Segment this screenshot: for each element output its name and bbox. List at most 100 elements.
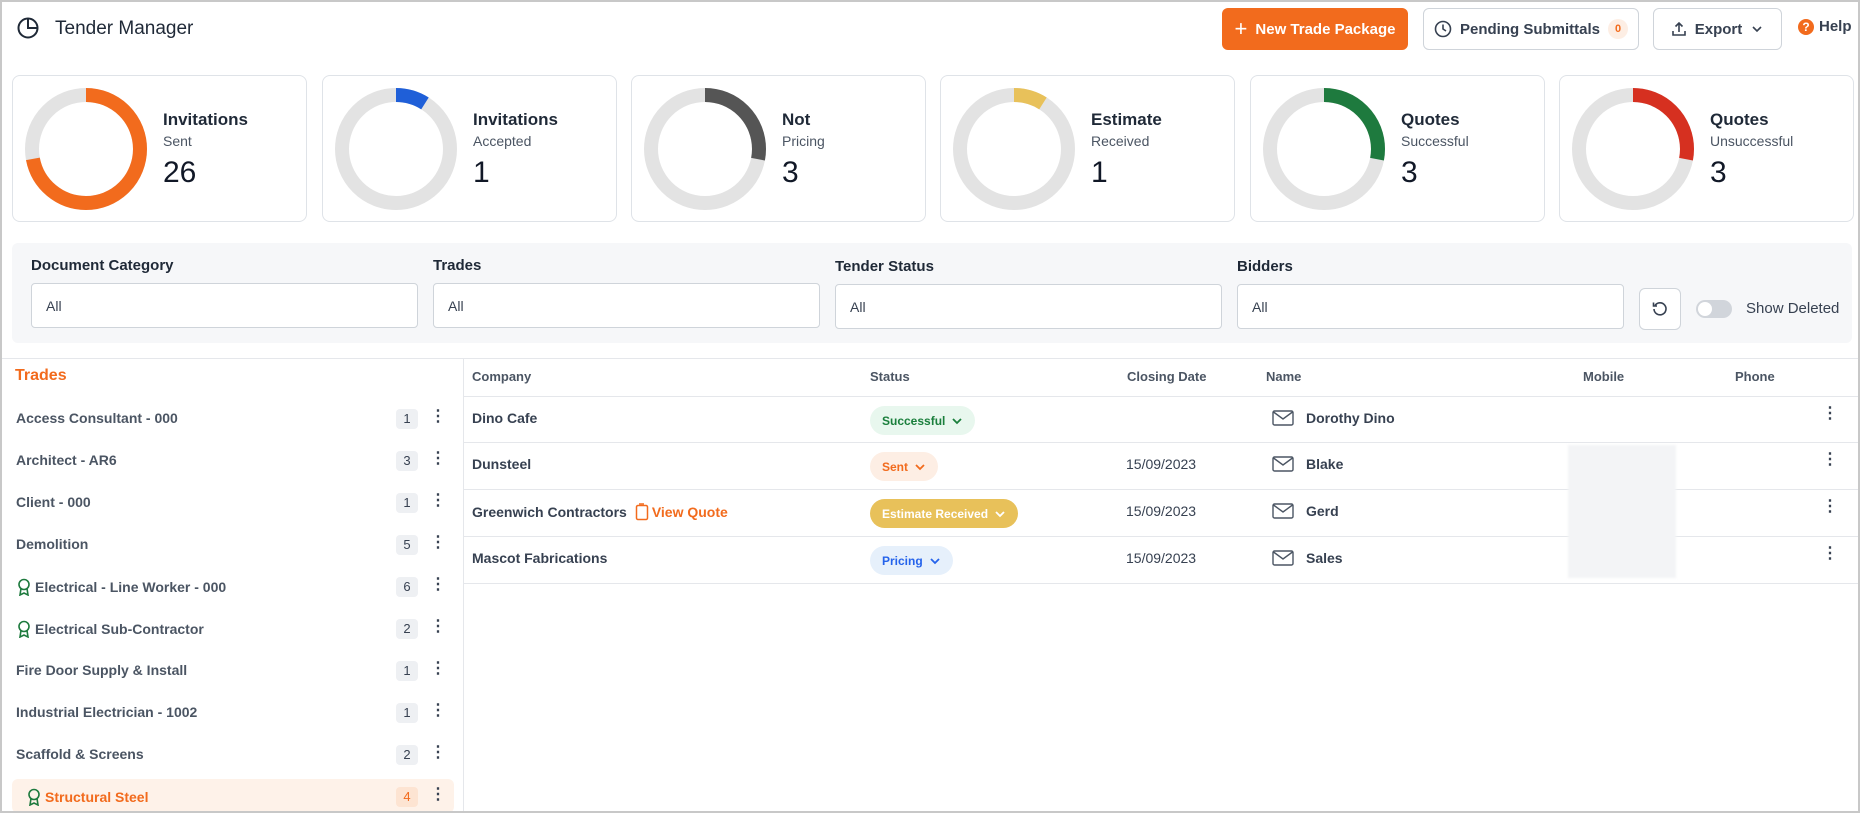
column-header[interactable]: Company (472, 369, 532, 384)
sidebar-trade-item[interactable]: Electrical - Line Worker - 000 6 ⋮ (12, 569, 454, 603)
trade-count-badge: 1 (396, 493, 418, 513)
pie-chart-icon (17, 17, 39, 39)
more-options-icon[interactable]: ⋮ (430, 744, 446, 761)
stat-subtitle: Successful (1401, 133, 1469, 149)
table-row[interactable]: Greenwich Contractors View Quote Estimate … (464, 490, 1858, 537)
mail-icon[interactable] (1272, 550, 1294, 566)
stat-title: Quotes (1401, 110, 1460, 129)
table-row[interactable]: Dunsteel Sent 15/09/2023 Blake ⋮ (464, 443, 1858, 490)
row-options-icon[interactable]: ⋮ (1822, 405, 1838, 422)
trade-count-badge: 1 (396, 409, 418, 429)
reset-filters-button[interactable] (1639, 288, 1681, 330)
sidebar-trade-item[interactable]: Access Consultant - 000 1 ⋮ (12, 401, 454, 435)
sidebar-trade-item[interactable]: Scaffold & Screens 2 ⋮ (12, 737, 454, 771)
trade-label: Electrical - Line Worker - 000 (35, 579, 227, 595)
company-cell: Dino Cafe (472, 410, 537, 426)
trade-label: Architect - AR6 (16, 452, 117, 468)
show-deleted-label: Show Deleted (1746, 300, 1840, 317)
trade-label: Demolition (16, 536, 89, 552)
column-header[interactable]: Status (870, 369, 910, 384)
status-label: Successful (882, 413, 946, 428)
stat-value: 3 (1710, 156, 1727, 189)
company-name: Mascot Fabrications (472, 550, 608, 566)
row-options-icon[interactable]: ⋮ (1822, 498, 1838, 515)
column-header[interactable]: Phone (1735, 369, 1775, 384)
sidebar-trade-item[interactable]: Client - 000 1 ⋮ (12, 485, 454, 519)
contact-name-cell: Dorothy Dino (1272, 410, 1395, 426)
donut-chart (644, 88, 766, 210)
column-header[interactable]: Mobile (1583, 369, 1625, 384)
stat-subtitle: Unsuccessful (1710, 133, 1794, 149)
tender-status-select[interactable]: All (835, 284, 1222, 329)
trade-label-wrap: Industrial Electrician - 1002 (16, 704, 197, 720)
more-options-icon[interactable]: ⋮ (430, 702, 446, 719)
sidebar-trade-item[interactable]: Architect - AR6 3 ⋮ (12, 443, 454, 477)
contact-name: Dorothy Dino (1306, 410, 1395, 426)
trade-label: Access Consultant - 000 (16, 410, 178, 426)
row-options-icon[interactable]: ⋮ (1822, 451, 1838, 468)
trade-label-wrap: Client - 000 (16, 494, 91, 510)
trade-count-badge: 2 (396, 619, 418, 639)
company-name: Dunsteel (472, 456, 532, 472)
company-cell: Greenwich Contractors View Quote (472, 503, 728, 521)
status-dropdown[interactable]: Pricing (870, 546, 953, 575)
trade-count-badge: 2 (396, 745, 418, 765)
more-options-icon[interactable]: ⋮ (430, 492, 446, 509)
row-options-icon[interactable]: ⋮ (1822, 545, 1838, 562)
more-options-icon[interactable]: ⋮ (430, 408, 446, 425)
more-options-icon[interactable]: ⋮ (430, 450, 446, 467)
trade-label: Fire Door Supply & Install (16, 662, 188, 678)
column-header[interactable]: Closing Date (1127, 369, 1207, 384)
sidebar-trade-item[interactable]: Fire Door Supply & Install 1 ⋮ (12, 653, 454, 687)
trade-label: Scaffold & Screens (16, 746, 144, 762)
help-link[interactable]: ? Help (1798, 18, 1852, 35)
sidebar-trade-item[interactable]: Structural Steel 4 ⋮ (12, 779, 454, 811)
pending-submittals-button[interactable]: Pending Submittals 0 (1423, 8, 1639, 50)
view-quote-label: View Quote (651, 504, 728, 520)
more-options-icon[interactable]: ⋮ (430, 660, 446, 677)
view-quote-link[interactable]: View Quote (635, 503, 728, 521)
mail-icon[interactable] (1272, 503, 1294, 519)
more-options-icon[interactable]: ⋮ (430, 534, 446, 551)
mail-icon[interactable] (1272, 410, 1294, 426)
more-options-icon[interactable]: ⋮ (430, 618, 446, 635)
panel-divider (463, 359, 464, 811)
donut-chart (335, 88, 457, 210)
stat-value: 3 (1401, 156, 1418, 189)
stat-subtitle: Received (1091, 133, 1150, 149)
trade-label: Client - 000 (16, 494, 91, 510)
column-header[interactable]: Name (1266, 369, 1302, 384)
app-title: Tender Manager (55, 18, 194, 39)
stat-subtitle: Pricing (782, 133, 825, 149)
trades-select[interactable]: All (433, 283, 820, 328)
sidebar-trade-item[interactable]: Industrial Electrician - 1002 1 ⋮ (12, 695, 454, 729)
donut-chart (1572, 88, 1694, 210)
new-trade-package-button[interactable]: + New Trade Package (1222, 8, 1408, 50)
sidebar-trade-item[interactable]: Electrical Sub-Contractor 2 ⋮ (12, 611, 454, 645)
more-options-icon[interactable]: ⋮ (430, 786, 446, 803)
export-button[interactable]: Export (1653, 8, 1782, 50)
stat-card: Not Pricing 3 (631, 75, 926, 222)
help-label: Help (1819, 18, 1852, 35)
company-cell: Mascot Fabrications (472, 550, 607, 566)
trade-count-badge: 3 (396, 451, 418, 471)
donut-chart (25, 88, 147, 210)
status-dropdown[interactable]: Successful (870, 406, 976, 435)
more-options-icon[interactable]: ⋮ (430, 576, 446, 593)
status-dropdown[interactable]: Sent (870, 452, 939, 481)
table-row[interactable]: Dino Cafe Successful Dorothy Dino ⋮ (464, 396, 1858, 443)
donut-chart (1263, 88, 1385, 210)
document-category-select[interactable]: All (31, 283, 418, 328)
mail-icon[interactable] (1272, 456, 1294, 472)
sidebar-trade-item[interactable]: Demolition 5 ⋮ (12, 527, 454, 561)
table-row[interactable]: Mascot Fabrications Pricing 15/09/2023 Sale… (464, 537, 1858, 584)
show-deleted-toggle[interactable] (1696, 300, 1732, 318)
clock-icon (1434, 20, 1452, 38)
status-dropdown[interactable]: Estimate Received (870, 499, 1019, 528)
stat-title: Estimate (1091, 110, 1162, 129)
bidders-select[interactable]: All (1237, 284, 1624, 329)
closing-date: 15/09/2023 (1126, 456, 1197, 472)
company-cell: Dunsteel (472, 456, 531, 472)
trade-label-wrap: Electrical Sub-Contractor (16, 620, 204, 638)
